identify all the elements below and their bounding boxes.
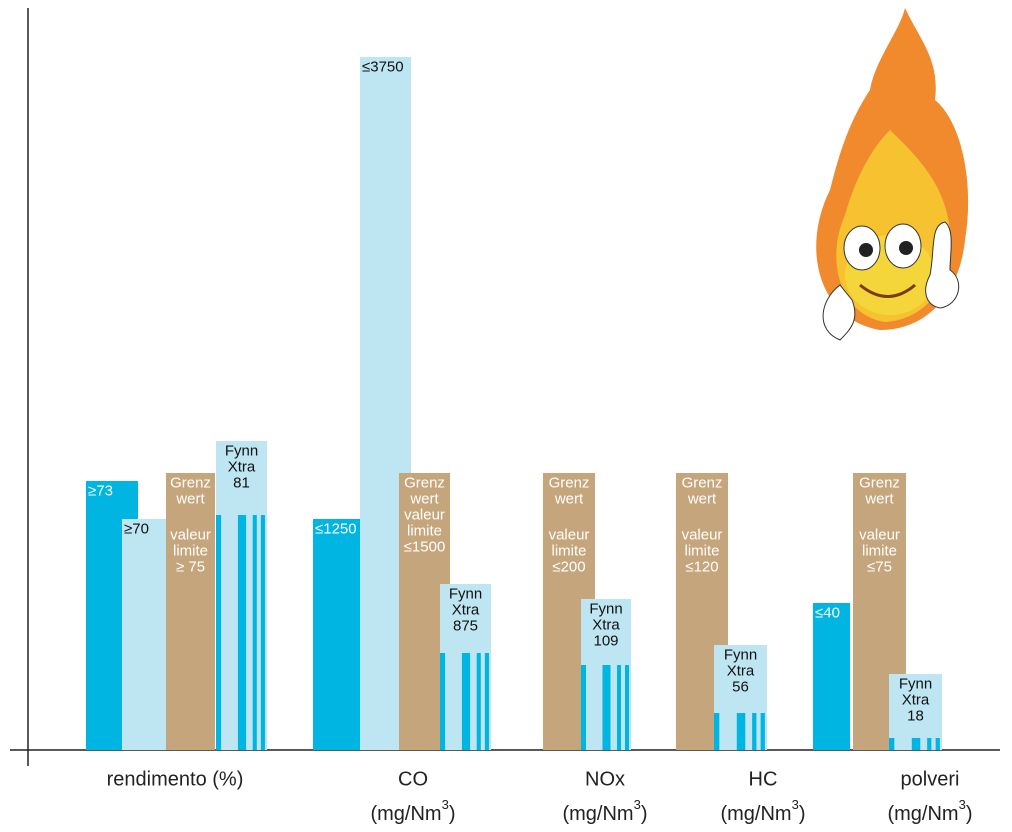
bar-label: valeur: [549, 526, 590, 543]
bar-label: limite: [684, 542, 719, 559]
bar-label: 875: [453, 617, 478, 634]
unit-text: (mg/Nm: [370, 803, 441, 825]
group-unit: (mg/Nm3): [370, 797, 455, 825]
infographic: ≥73≥70Grenzwertvaleurlimite≥ 75FynnXtra8…: [0, 0, 1012, 832]
bar-label: ≤120: [685, 558, 718, 575]
bar-stripe: [603, 665, 611, 750]
bar-stripe: [761, 713, 765, 750]
bar-label: ≤200: [552, 558, 585, 575]
bar-label: Xtra: [592, 616, 620, 633]
bar-label: ≥ 75: [176, 558, 205, 575]
bar-label: valeur: [170, 526, 211, 543]
group-unit: (mg/Nm3): [720, 797, 805, 825]
unit-close: ): [449, 803, 456, 825]
bar-stripe: [261, 515, 265, 750]
bar: [166, 473, 215, 750]
bar-label: wert: [864, 490, 894, 507]
bar-stripe: [485, 653, 489, 750]
bar-stripe: [737, 713, 745, 750]
bar-label: Xtra: [727, 662, 755, 679]
bar-stripe: [253, 515, 257, 750]
bar: [122, 519, 166, 750]
bar-label: Xtra: [902, 691, 930, 708]
group-label: NOx: [585, 769, 625, 791]
bar-label: Xtra: [452, 601, 480, 618]
unit-sup: 3: [959, 797, 966, 812]
flame-mascot: [816, 8, 968, 340]
bar-label: limite: [551, 542, 586, 559]
group-label: CO: [398, 769, 428, 791]
bar-label: ≤40: [815, 604, 840, 621]
bar-stripe: [714, 713, 719, 750]
bar-label: Grenz: [549, 474, 590, 491]
bar-stripe: [440, 653, 445, 750]
group-unit: (mg/Nm3): [887, 797, 972, 825]
bar-label: Grenz: [682, 474, 723, 491]
bar-label: wert: [687, 490, 717, 507]
bar-label: ≥70: [124, 520, 149, 537]
bar-label: 56: [732, 678, 749, 695]
bar-stripe: [625, 665, 629, 750]
bar: [313, 519, 360, 750]
bar-label: limite: [862, 542, 897, 559]
bar-label: wert: [175, 490, 205, 507]
bar-stripe: [462, 653, 470, 750]
bar-stripe: [889, 738, 894, 750]
unit-text: (mg/Nm: [887, 803, 958, 825]
bar-stripe: [912, 738, 920, 750]
group-label: rendimento (%): [107, 769, 244, 791]
unit-close: ): [966, 803, 973, 825]
bar-label: valeur: [404, 506, 445, 523]
unit-sup: 3: [634, 797, 641, 812]
bar-stripe: [617, 665, 621, 750]
bar-label: Grenz: [170, 474, 211, 491]
unit-close: ): [641, 803, 648, 825]
group-label: polveri: [901, 769, 960, 791]
unit-sup: 3: [442, 797, 449, 812]
group-unit: (mg/Nm3): [562, 797, 647, 825]
bar-stripe: [936, 738, 940, 750]
bar-label: ≤1500: [404, 538, 446, 555]
unit-text: (mg/Nm: [720, 803, 791, 825]
unit-close: ): [799, 803, 806, 825]
bar-label: ≥73: [88, 482, 113, 499]
unit-sup: 3: [792, 797, 799, 812]
bar-label: Xtra: [228, 458, 256, 475]
bar-label: limite: [173, 542, 208, 559]
bar-label: limite: [407, 522, 442, 539]
bar-label: Grenz: [404, 474, 445, 491]
group-label: HC: [749, 769, 778, 791]
bar-stripe: [238, 515, 246, 750]
unit-text: (mg/Nm: [562, 803, 633, 825]
bar-label: wert: [554, 490, 584, 507]
bar-label: Fynn: [589, 600, 622, 617]
bar-stripe: [581, 665, 586, 750]
bar-stripe: [216, 515, 221, 750]
bar-label: wert: [409, 490, 439, 507]
bar-label: Grenz: [859, 474, 900, 491]
bar-label: Fynn: [225, 442, 258, 459]
bar-label: Fynn: [449, 585, 482, 602]
bar-stripe: [752, 713, 756, 750]
bar-label: 81: [233, 474, 250, 491]
bar-label: valeur: [682, 526, 723, 543]
bar-label: 18: [907, 707, 924, 724]
bar-label: ≤75: [867, 558, 892, 575]
bar-label: valeur: [859, 526, 900, 543]
bar-label: Fynn: [899, 675, 932, 692]
bar: [813, 603, 850, 750]
bar-label: 109: [593, 632, 618, 649]
bar-label: ≤3750: [362, 58, 404, 75]
bar-label: ≤1250: [315, 520, 357, 537]
bar-label: Fynn: [724, 646, 757, 663]
bar-stripe: [477, 653, 481, 750]
bar-stripe: [927, 738, 931, 750]
